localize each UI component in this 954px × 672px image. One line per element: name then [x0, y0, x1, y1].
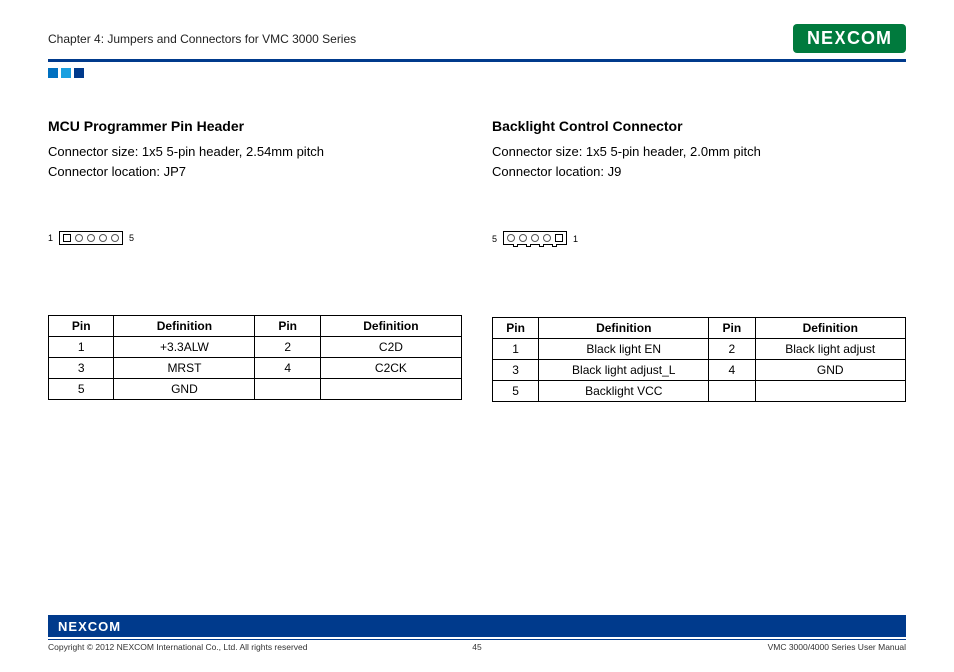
connector-location: Connector location: JP7: [48, 162, 462, 182]
copyright-text: Copyright © 2012 NEXCOM International Co…: [48, 642, 308, 652]
footer-logo: NEXCOM: [58, 619, 121, 634]
table-header-row: Pin Definition Pin Definition: [493, 318, 906, 339]
cell-pin: 2: [255, 337, 320, 358]
section-title: MCU Programmer Pin Header: [48, 118, 462, 134]
footer-meta-row: Copyright © 2012 NEXCOM International Co…: [48, 639, 906, 652]
col-definition: Definition: [114, 316, 255, 337]
connector-location: Connector location: J9: [492, 162, 906, 182]
connector-tabs: [503, 244, 567, 247]
cell-definition: MRST: [114, 358, 255, 379]
table-row: 3Black light adjust_L4GND: [493, 360, 906, 381]
connector-box: [503, 231, 567, 245]
cell-definition: Black light adjust_L: [539, 360, 709, 381]
pin-hole-icon: [99, 234, 107, 242]
table-row: 5GND: [49, 379, 462, 400]
cell-pin: 5: [49, 379, 114, 400]
pin-hole-icon: [543, 234, 551, 242]
section-meta: Connector size: 1x5 5-pin header, 2.0mm …: [492, 142, 906, 181]
cell-pin: 1: [49, 337, 114, 358]
cell-definition: Black light EN: [539, 339, 709, 360]
cell-pin: 4: [255, 358, 320, 379]
cell-pin: [709, 381, 755, 402]
cell-definition: GND: [114, 379, 255, 400]
connector-size: Connector size: 1x5 5-pin header, 2.0mm …: [492, 142, 906, 162]
page-number: 45: [472, 642, 481, 652]
square-icon: [61, 68, 71, 78]
cell-pin: 2: [709, 339, 755, 360]
table-row: 1+3.3ALW2C2D: [49, 337, 462, 358]
col-definition: Definition: [539, 318, 709, 339]
left-column: MCU Programmer Pin Header Connector size…: [48, 118, 462, 402]
cell-definition: [755, 381, 906, 402]
col-definition: Definition: [755, 318, 906, 339]
pin-hole-icon: [63, 234, 71, 242]
cell-pin: 1: [493, 339, 539, 360]
brand-logo-text: NEXCOM: [807, 28, 892, 49]
pin-hole-icon: [111, 234, 119, 242]
pin-definition-table: Pin Definition Pin Definition 1+3.3ALW2C…: [48, 315, 462, 400]
footer-bar: NEXCOM: [48, 615, 906, 637]
square-icon: [48, 68, 58, 78]
connector-diagram: 5 1: [492, 231, 906, 247]
col-pin: Pin: [709, 318, 755, 339]
pin-hole-icon: [75, 234, 83, 242]
cell-definition: Black light adjust: [755, 339, 906, 360]
table-header-row: Pin Definition Pin Definition: [49, 316, 462, 337]
pin-hole-icon: [507, 234, 515, 242]
cell-definition: C2D: [320, 337, 461, 358]
connector-box: [59, 231, 123, 245]
connector-wrapper: [503, 231, 567, 247]
page-footer: NEXCOM Copyright © 2012 NEXCOM Internati…: [48, 615, 906, 652]
square-icon: [74, 68, 84, 78]
connector-tab-icon: [513, 244, 518, 247]
cell-pin: 3: [493, 360, 539, 381]
cell-pin: [255, 379, 320, 400]
col-definition: Definition: [320, 316, 461, 337]
cell-pin: 4: [709, 360, 755, 381]
cell-definition: GND: [755, 360, 906, 381]
section-title: Backlight Control Connector: [492, 118, 906, 134]
pin-label-left: 1: [48, 233, 53, 243]
connector-tab-icon: [552, 244, 557, 247]
table-row: 5Backlight VCC: [493, 381, 906, 402]
cell-definition: C2CK: [320, 358, 461, 379]
table-row: 3MRST4C2CK: [49, 358, 462, 379]
pin-label-right: 1: [573, 234, 578, 244]
table-row: 1Black light EN2Black light adjust: [493, 339, 906, 360]
pin-label-right: 5: [129, 233, 134, 243]
pin-label-left: 5: [492, 234, 497, 244]
pin-hole-icon: [531, 234, 539, 242]
connector-size: Connector size: 1x5 5-pin header, 2.54mm…: [48, 142, 462, 162]
pin-definition-table: Pin Definition Pin Definition 1Black lig…: [492, 317, 906, 402]
cell-definition: +3.3ALW: [114, 337, 255, 358]
header-rule: [48, 59, 906, 62]
section-meta: Connector size: 1x5 5-pin header, 2.54mm…: [48, 142, 462, 181]
col-pin: Pin: [49, 316, 114, 337]
cell-pin: 5: [493, 381, 539, 402]
col-pin: Pin: [255, 316, 320, 337]
cell-definition: [320, 379, 461, 400]
decorative-squares: [48, 68, 906, 78]
right-column: Backlight Control Connector Connector si…: [492, 118, 906, 402]
col-pin: Pin: [493, 318, 539, 339]
pin-hole-icon: [555, 234, 563, 242]
brand-logo: NEXCOM: [793, 24, 906, 53]
connector-diagram: 1 5: [48, 231, 462, 245]
pin-hole-icon: [87, 234, 95, 242]
manual-title: VMC 3000/4000 Series User Manual: [768, 642, 906, 652]
cell-definition: Backlight VCC: [539, 381, 709, 402]
connector-tab-icon: [539, 244, 544, 247]
connector-tab-icon: [526, 244, 531, 247]
pin-hole-icon: [519, 234, 527, 242]
chapter-title: Chapter 4: Jumpers and Connectors for VM…: [48, 32, 356, 46]
cell-pin: 3: [49, 358, 114, 379]
